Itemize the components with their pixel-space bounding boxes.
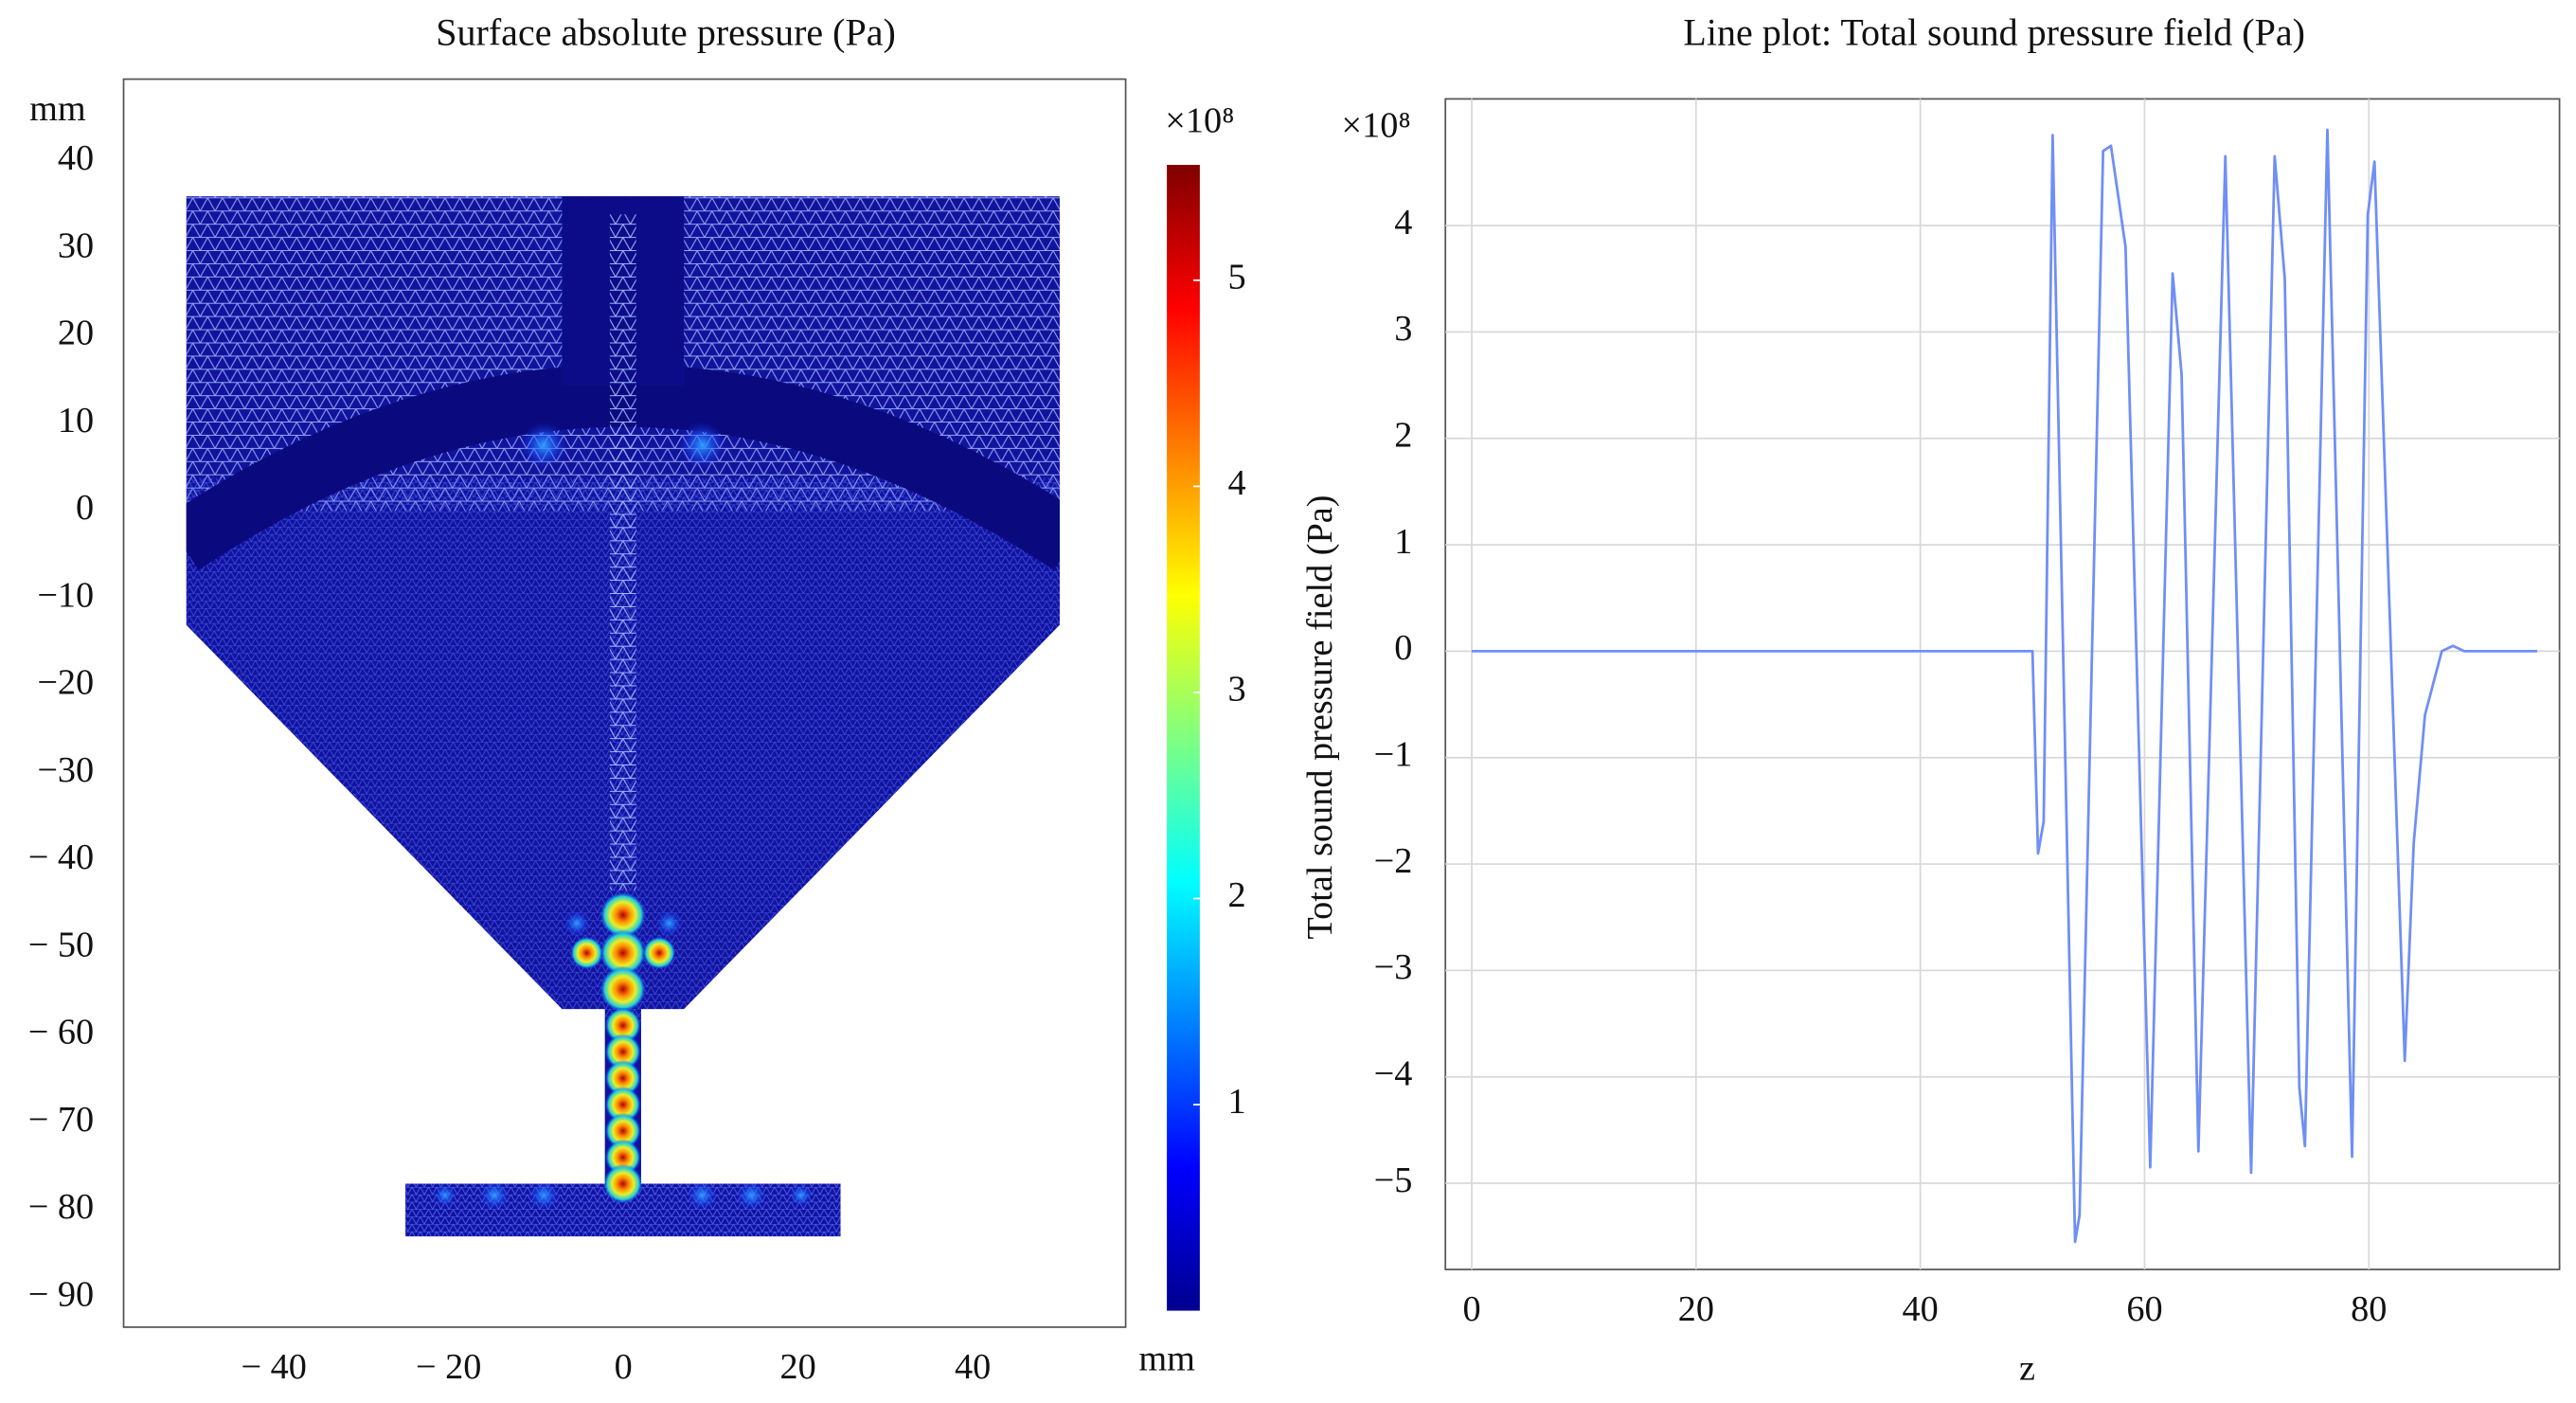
y-tick-label: 10 xyxy=(58,401,94,441)
right-title: Line plot: Total sound pressure field (P… xyxy=(1683,10,2305,53)
colorbar-tick-label: 3 xyxy=(1227,670,1245,710)
right-plot-frame xyxy=(1444,98,2561,1270)
colorbar-tick-label: 5 xyxy=(1227,258,1245,297)
y-tick-label: −3 xyxy=(1374,947,1413,987)
y-tick-label: − 70 xyxy=(28,1100,94,1140)
y-tick-label: 0 xyxy=(76,488,94,528)
y-tick-label: −30 xyxy=(37,750,94,790)
y-axis-label: Total sound pressure field (Pa) xyxy=(1300,495,1340,939)
left-plot-frame xyxy=(122,78,1127,1328)
x-tick-label: 20 xyxy=(1678,1289,1714,1329)
colorbar-tick-label: 1 xyxy=(1227,1082,1245,1122)
colorbar-label: ×10⁸ xyxy=(1165,100,1234,140)
y-tick-label: − 90 xyxy=(28,1274,94,1314)
y-tick-label: 20 xyxy=(58,314,94,353)
colorbar xyxy=(1167,165,1200,1311)
x-tick-label: 40 xyxy=(955,1347,991,1387)
x-tick-label: 80 xyxy=(2351,1289,2387,1329)
data-line xyxy=(1472,128,2537,1244)
y-tick-label: 1 xyxy=(1394,522,1412,562)
y-tick-label: 2 xyxy=(1394,416,1412,456)
x-tick-label: 20 xyxy=(780,1347,816,1387)
y-tick-label: − 40 xyxy=(28,837,94,877)
y-tick-label: 30 xyxy=(58,225,94,265)
x-tick-label: 0 xyxy=(615,1347,633,1387)
hot-spots xyxy=(433,422,813,1211)
colorbar-tick-label: 4 xyxy=(1227,463,1245,503)
y-tick-label: − 80 xyxy=(28,1187,94,1227)
y-tick-label: −20 xyxy=(37,663,94,703)
y-tick-label: −4 xyxy=(1374,1054,1413,1094)
x-tick-label: 40 xyxy=(1903,1289,1939,1329)
geometry xyxy=(186,196,1060,1237)
y-unit: mm xyxy=(29,89,86,129)
shaft xyxy=(609,214,636,890)
y-tick-label: 3 xyxy=(1394,309,1412,349)
y-tick-label: −2 xyxy=(1374,841,1413,881)
x-tick-label: 0 xyxy=(1462,1289,1480,1329)
y-exponent: ×10⁸ xyxy=(1342,106,1411,146)
y-tick-label: 4 xyxy=(1394,203,1412,243)
y-tick-label: − 60 xyxy=(28,1013,94,1052)
y-tick-label: 0 xyxy=(1394,628,1412,668)
left-title: Surface absolute pressure (Pa) xyxy=(436,10,896,53)
x-tick-label: − 20 xyxy=(416,1347,481,1387)
x-tick-label: 60 xyxy=(2126,1289,2162,1329)
y-tick-label: −5 xyxy=(1374,1160,1413,1200)
y-tick-label: 40 xyxy=(58,138,94,178)
colorbar-tick-label: 2 xyxy=(1227,875,1245,915)
y-tick-label: − 50 xyxy=(28,925,94,964)
x-unit: mm xyxy=(1138,1339,1195,1378)
x-axis-label: z xyxy=(2019,1349,2035,1389)
y-tick-label: −1 xyxy=(1374,735,1413,775)
y-tick-label: −10 xyxy=(37,575,94,615)
x-tick-label: − 40 xyxy=(241,1347,306,1387)
